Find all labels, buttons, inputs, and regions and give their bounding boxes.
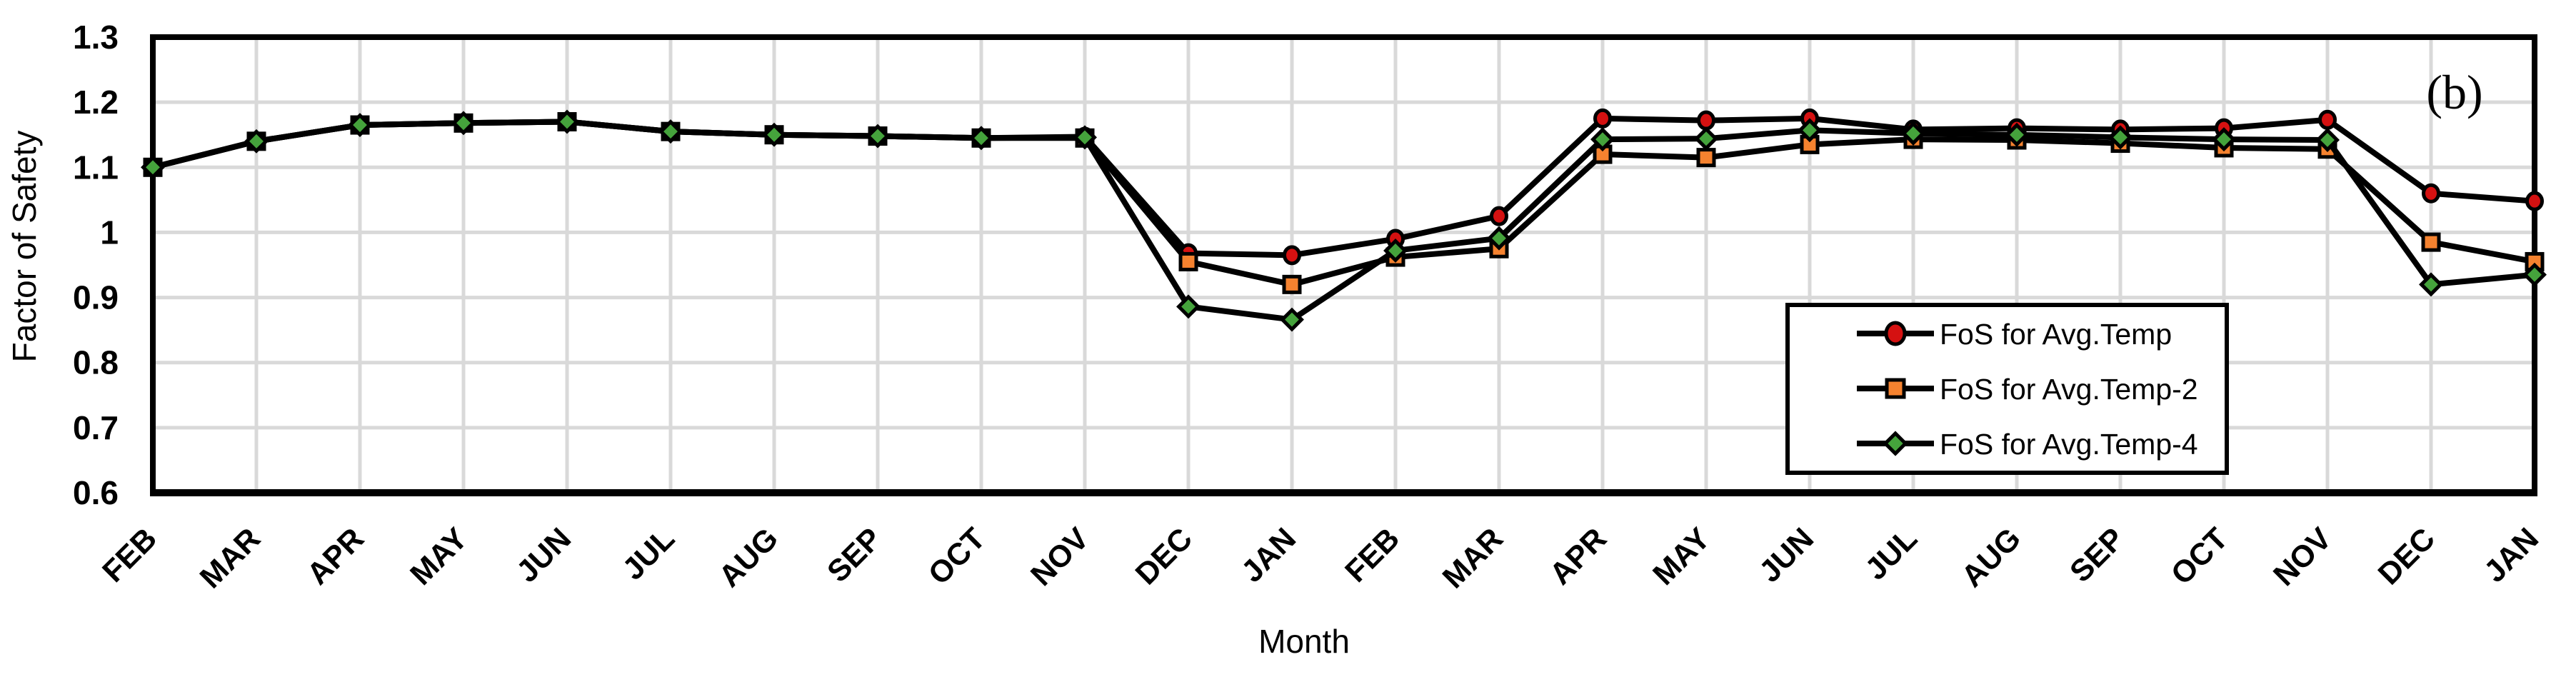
y-tick-label: 1.1 (73, 149, 119, 186)
series-fos-for-avg-temp-4 (141, 109, 2547, 332)
legend-diamond-marker-icon (1883, 431, 1908, 456)
data-point-marker-square (1696, 148, 1716, 168)
data-point-marker-diamond (2005, 122, 2029, 147)
x-tick-label: MAR (1436, 521, 1510, 595)
series-line (150, 119, 2537, 323)
legend-item-avg-temp: FoS for Avg.Temp (1857, 318, 2172, 351)
x-tick-label: APR (1543, 521, 1613, 591)
x-tick-label: MAY (404, 521, 474, 592)
x-tick-label: DEC (2372, 521, 2442, 591)
data-point-marker-diamond (1280, 307, 1304, 332)
data-point-marker-circle (2525, 191, 2544, 211)
data-point-marker-diamond (658, 119, 683, 144)
data-point-marker-diamond (2522, 262, 2547, 287)
legend-item-avg-temp-2: FoS for Avg.Temp-2 (1857, 373, 2198, 406)
x-tick-label: JUN (510, 521, 578, 589)
x-tick-label: NOV (2267, 521, 2338, 593)
data-point-marker-circle (2318, 109, 2337, 130)
legend-square-marker-icon (1885, 378, 1906, 399)
x-tick-label: OCT (2165, 521, 2235, 591)
y-tick-label: 0.9 (73, 279, 119, 316)
data-point-marker-diamond (451, 111, 476, 136)
x-tick-label: AUG (1955, 521, 2028, 594)
x-tick-label: JAN (2477, 521, 2545, 589)
legend: FoS for Avg.Temp FoS for Avg.Temp-2 FoS … (1785, 303, 2229, 475)
data-point-marker-diamond (1590, 127, 1615, 152)
data-point-marker-diamond (1487, 226, 1511, 251)
x-tick-label: NOV (1024, 521, 1096, 593)
legend-label: FoS for Avg.Temp-4 (1940, 428, 2198, 461)
data-point-marker-diamond (1383, 238, 1408, 263)
data-point-marker-diamond (969, 126, 993, 151)
panel-annotation: (b) (2426, 65, 2482, 119)
x-tick-label: DEC (1129, 521, 1199, 591)
data-point-marker-circle (1593, 108, 1612, 129)
legend-circle-marker-icon (1884, 321, 1907, 346)
data-point-marker-diamond (762, 122, 786, 147)
series-fos-for-avg-temp (144, 108, 2544, 266)
y-axis-title: Factor of Safety (6, 131, 43, 363)
x-tick-label: APR (301, 521, 371, 591)
y-tick-label: 0.7 (73, 409, 119, 446)
data-point-marker-diamond (866, 124, 890, 149)
data-point-marker-diamond (2108, 125, 2133, 150)
x-tick-label: SEP (821, 521, 888, 589)
y-tick-label: 1 (100, 214, 119, 251)
x-tick-label: FEB (96, 521, 164, 589)
data-point-marker-diamond (555, 109, 579, 134)
y-tick-label: 0.6 (73, 474, 119, 511)
x-tick-label: MAY (1646, 521, 1717, 592)
x-tick-label: OCT (922, 521, 992, 591)
x-tick-label: JUL (1859, 521, 1924, 586)
legend-label: FoS for Avg.Temp-2 (1940, 373, 2198, 406)
gridlines (153, 37, 2535, 493)
data-point-marker-diamond (2419, 272, 2443, 297)
data-point-marker-square (1282, 274, 1302, 294)
data-point-marker-diamond (1694, 126, 1718, 151)
data-point-marker-square (1178, 251, 1198, 271)
data-point-marker-diamond (348, 113, 372, 138)
data-point-marker-diamond (244, 129, 269, 154)
series-line (150, 119, 2537, 288)
data-point-marker-diamond (141, 155, 165, 180)
data-point-marker-square (2421, 232, 2441, 252)
y-tick-label: 1.2 (73, 84, 119, 121)
x-tick-label: SEP (2063, 521, 2131, 589)
legend-item-avg-temp-4: FoS for Avg.Temp-4 (1857, 428, 2198, 461)
data-point-marker-circle (1697, 110, 1715, 131)
y-axis-tick-labels: 1.3 1.2 1.1 1 0.9 0.8 0.7 0.6 (73, 19, 119, 511)
series-lines (141, 108, 2547, 332)
data-point-marker-circle (2422, 183, 2440, 204)
x-tick-label: JAN (1235, 521, 1303, 589)
data-point-marker-diamond (1798, 118, 1822, 143)
x-axis-tick-labels: FEB MAR APR MAY JUN JUL AUG SEP OCT NOV DEC JAN FEB M… (96, 521, 2545, 595)
data-point-marker-diamond (1073, 125, 1097, 150)
data-point-marker-diamond (2315, 128, 2340, 152)
x-tick-label: JUL (616, 521, 681, 586)
data-point-marker-diamond (2212, 127, 2236, 152)
data-point-marker-circle (1490, 206, 1508, 226)
x-tick-label: JUN (1753, 521, 1820, 589)
x-axis-title: Month (1258, 623, 1350, 660)
x-tick-label: AUG (713, 521, 786, 594)
data-point-marker-diamond (1901, 121, 1925, 146)
x-tick-label: MAR (194, 521, 267, 595)
data-point-marker-diamond (1176, 294, 1201, 319)
y-tick-label: 1.3 (73, 19, 119, 56)
data-point-marker-circle (1283, 245, 1301, 266)
legend-label: FoS for Avg.Temp (1940, 318, 2172, 351)
x-tick-label: FEB (1338, 521, 1406, 589)
y-tick-label: 0.8 (73, 344, 119, 381)
